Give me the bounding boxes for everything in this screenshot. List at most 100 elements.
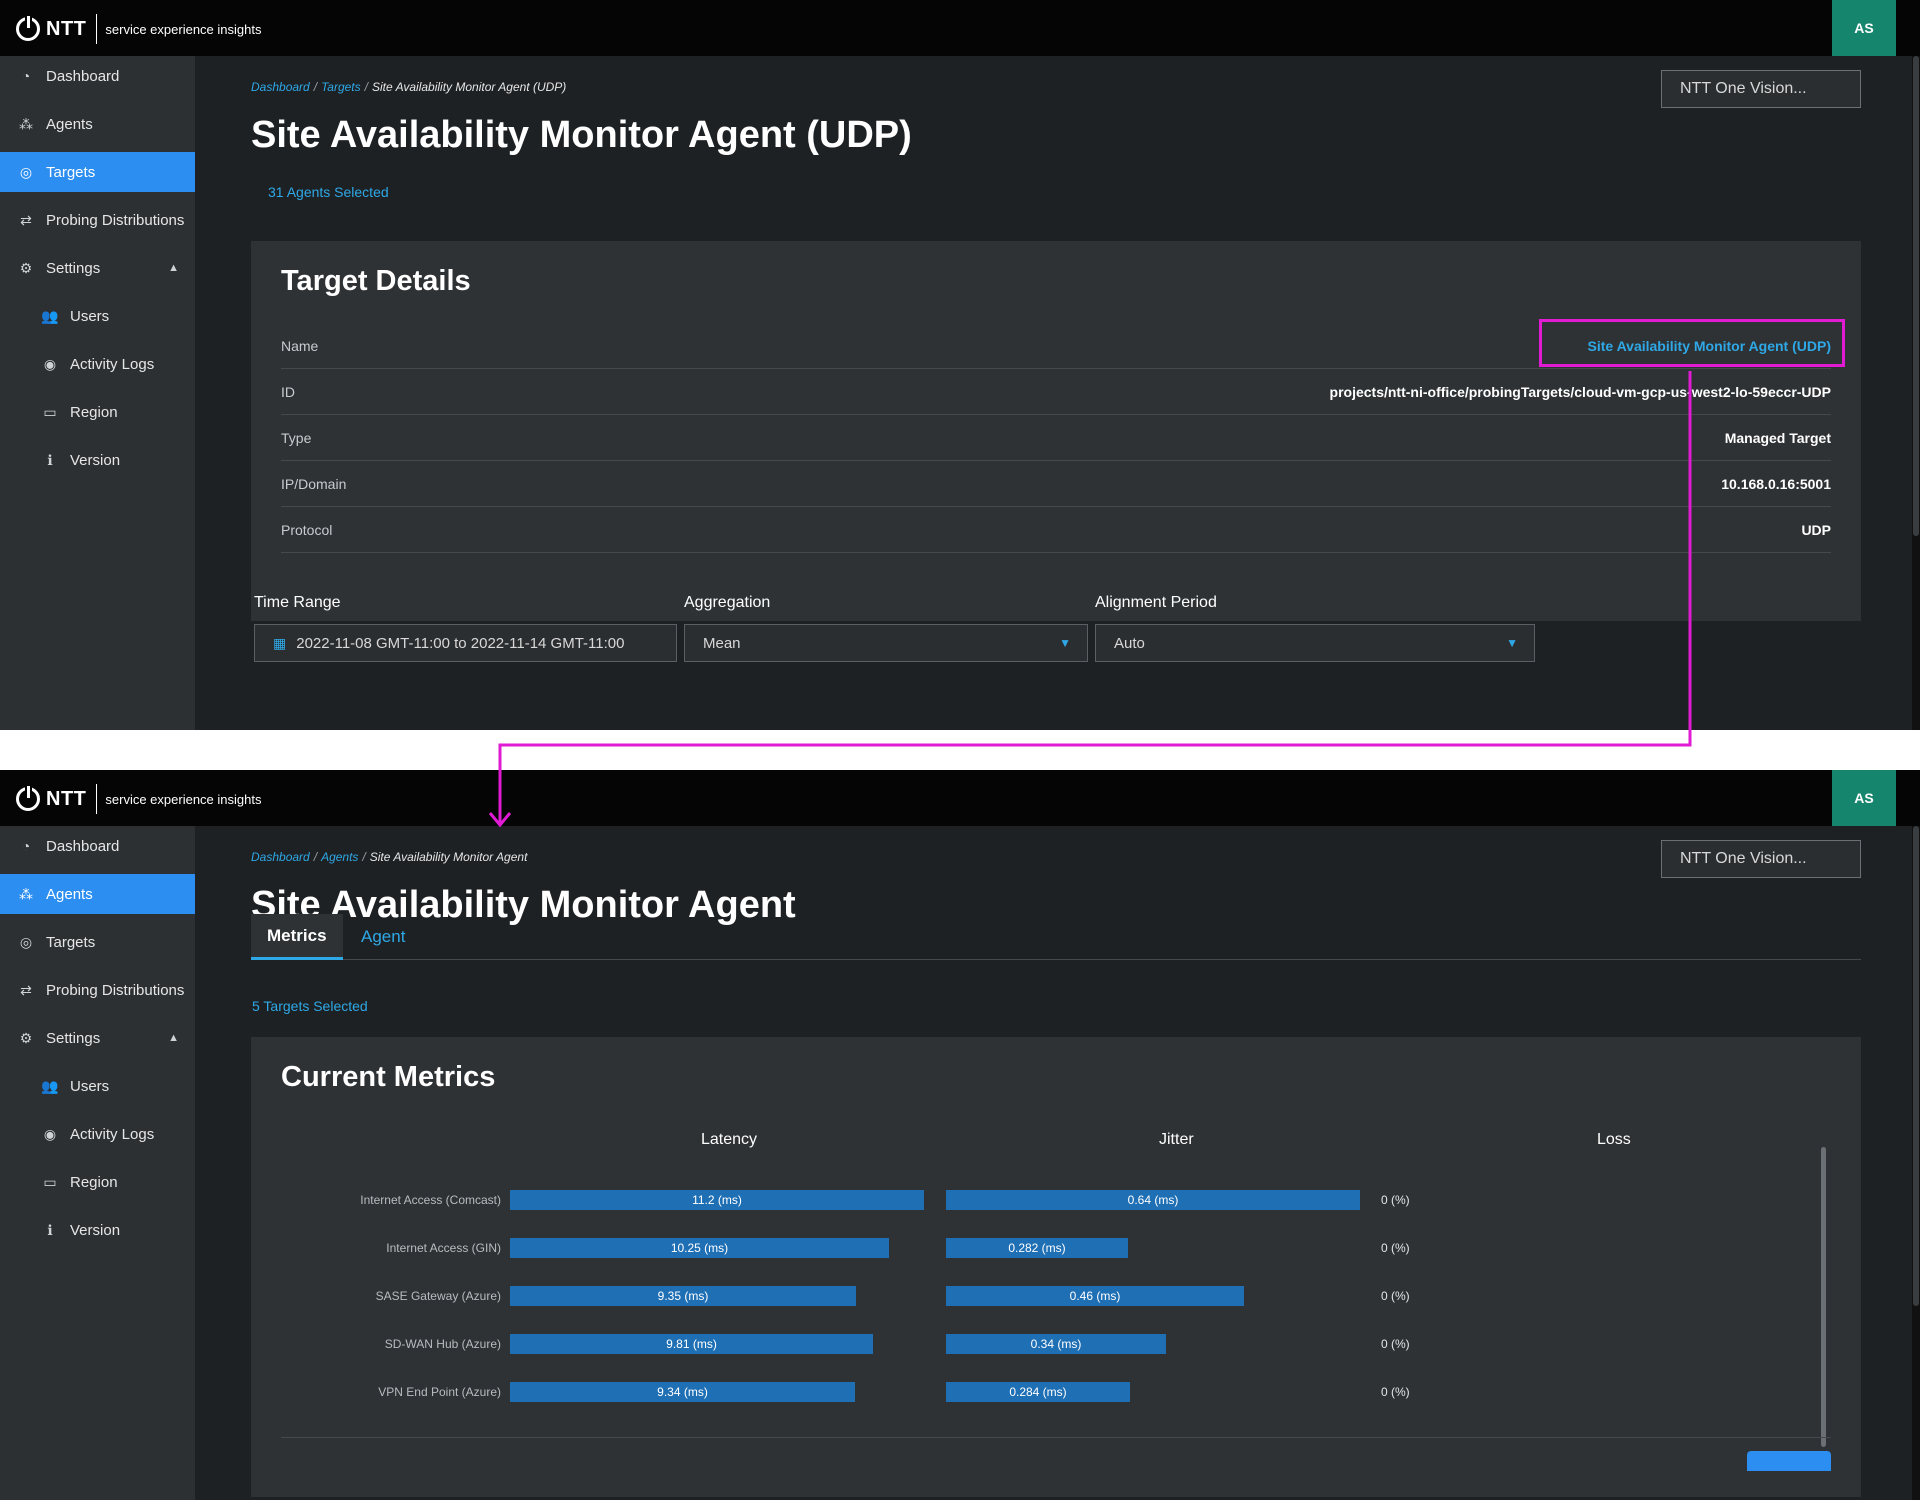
sidebar-item-targets[interactable]: ◎ Targets — [0, 152, 195, 192]
sidebar-item-label: Version — [70, 1221, 121, 1239]
target-icon: ◎ — [19, 163, 33, 180]
column-header-loss: Loss — [1597, 1131, 1631, 1148]
sidebar-item-label: Settings — [46, 259, 101, 277]
scrollbar-thumb[interactable] — [1913, 826, 1919, 1306]
latency-bar[interactable]: 9.81 (ms) — [510, 1334, 873, 1354]
jitter-bar[interactable]: 0.282 (ms) — [946, 1238, 1128, 1258]
sidebar-item-users[interactable]: 👥 Users — [0, 1066, 195, 1106]
breadcrumb-separator: / — [313, 850, 318, 864]
breadcrumb-separator: / — [313, 80, 318, 94]
detail-key: Name — [281, 338, 319, 354]
page-scrollbar[interactable] — [1912, 826, 1920, 1500]
user-avatar[interactable]: AS — [1832, 0, 1896, 56]
sidebar-item-label: Dashboard — [46, 837, 120, 855]
jitter-bar[interactable]: 0.284 (ms) — [946, 1382, 1130, 1402]
highlight-box — [1539, 319, 1845, 367]
metrics-scrollbar[interactable] — [1821, 1147, 1826, 1447]
gauge-icon: ◔ — [21, 68, 31, 84]
logo-divider — [96, 14, 98, 44]
column-header-latency: Latency — [701, 1131, 758, 1148]
sidebar-item-label: Targets — [46, 163, 96, 181]
chevron-down-icon: ▼ — [1059, 636, 1071, 650]
info-icon: ℹ — [47, 451, 53, 468]
time-range-picker[interactable]: ▦ 2022-11-08 GMT-11:00 to 2022-11-14 GMT-… — [254, 624, 677, 662]
update-button[interactable] — [1747, 1451, 1831, 1471]
sidebar-item-activity-logs[interactable]: ◉ Activity Logs — [0, 344, 195, 384]
sidebar-item-agents[interactable]: ⁂ Agents — [0, 104, 195, 144]
gear-icon: ⚙ — [19, 1029, 33, 1046]
sidebar-item-version[interactable]: ℹ Version — [0, 440, 195, 480]
aggregation-select[interactable]: Mean ▼ — [684, 624, 1088, 662]
agents-selected-link[interactable]: 31 Agents Selected — [268, 184, 389, 200]
logo-divider — [96, 784, 98, 814]
sidebar-item-label: Activity Logs — [70, 1125, 155, 1143]
sidebar-item-label: Dashboard — [46, 67, 120, 85]
sidebar-item-label: Activity Logs — [70, 355, 155, 373]
brand-subtitle: service experience insights — [105, 791, 262, 807]
sidebar-item-dashboard[interactable]: ◔ Dashboard — [0, 826, 195, 866]
sidebar-item-targets[interactable]: ◎ Targets — [0, 922, 195, 962]
breadcrumb-agents[interactable]: Agents — [321, 850, 359, 864]
eye-icon: ◉ — [43, 1125, 57, 1142]
detail-key: Protocol — [281, 522, 333, 538]
sidebar-item-label: Users — [70, 1077, 110, 1095]
tab-bar: Metrics Agent — [251, 914, 1861, 960]
alignment-period-select[interactable]: Auto ▼ — [1095, 624, 1535, 662]
search-input[interactable]: NTT One Vision... — [1661, 840, 1861, 878]
time-range-value: 2022-11-08 GMT-11:00 to 2022-11-14 GMT-1… — [296, 634, 625, 652]
brand-subtitle: service experience insights — [105, 21, 262, 37]
detail-row-name: Name Site Availability Monitor Agent (UDP… — [281, 323, 1831, 369]
target-name-link[interactable]: Site Availability Monitor Agent (UDP) — [1587, 338, 1831, 354]
detail-value: Managed Target — [1724, 430, 1831, 446]
page-scrollbar[interactable] — [1912, 56, 1920, 730]
latency-bar[interactable]: 9.34 (ms) — [510, 1382, 855, 1402]
sidebar-item-version[interactable]: ℹ Version — [0, 1210, 195, 1250]
breadcrumb-targets[interactable]: Targets — [321, 80, 361, 94]
ntt-logo[interactable]: NTT service experience insights — [16, 784, 261, 814]
latency-bar[interactable]: 9.35 (ms) — [510, 1286, 856, 1306]
sidebar-item-activity-logs[interactable]: ◉ Activity Logs — [0, 1114, 195, 1154]
breadcrumb-separator: / — [362, 850, 366, 864]
targets-selected-link[interactable]: 5 Targets Selected — [252, 998, 368, 1014]
detail-row-id: ID projects/ntt-ni-office/probingTargets/… — [281, 369, 1831, 415]
id-card-icon: ▭ — [43, 403, 57, 420]
user-avatar[interactable]: AS — [1832, 770, 1896, 826]
sidebar-item-label: Region — [70, 403, 118, 421]
breadcrumb-dashboard[interactable]: Dashboard — [251, 80, 310, 94]
search-input[interactable]: NTT One Vision... — [1661, 70, 1861, 108]
jitter-bar[interactable]: 0.46 (ms) — [946, 1286, 1244, 1306]
users-icon: 👥 — [41, 1077, 59, 1094]
sidebar-item-dashboard[interactable]: ◔ Dashboard — [0, 56, 195, 96]
chevron-down-icon: ▼ — [1506, 636, 1518, 650]
power-logo-icon — [16, 786, 40, 811]
time-range-label: Time Range — [254, 594, 341, 611]
sidebar-item-label: Probing Distributions — [46, 981, 185, 999]
sidebar-item-probing-distributions[interactable]: ⇄ Probing Distributions — [0, 200, 195, 240]
sidebar-item-label: Region — [70, 1173, 118, 1191]
sidebar-item-agents[interactable]: ⁂ Agents — [0, 874, 195, 914]
breadcrumb-dashboard[interactable]: Dashboard — [251, 850, 310, 864]
jitter-bar[interactable]: 0.34 (ms) — [946, 1334, 1166, 1354]
latency-bar[interactable]: 10.25 (ms) — [510, 1238, 889, 1258]
jitter-bar[interactable]: 0.64 (ms) — [946, 1190, 1360, 1210]
brand-name: NTT — [46, 17, 87, 40]
sidebar-item-region[interactable]: ▭ Region — [0, 1162, 195, 1202]
sidebar-item-probing-distributions[interactable]: ⇄ Probing Distributions — [0, 970, 195, 1010]
sidebar-item-label: Agents — [46, 115, 93, 133]
sidebar-item-region[interactable]: ▭ Region — [0, 392, 195, 432]
sidebar-item-label: Targets — [46, 933, 96, 951]
sidebar-item-settings[interactable]: ⚙ Settings ▲ — [0, 1018, 195, 1058]
sidebar-item-label: Agents — [46, 885, 93, 903]
ntt-logo[interactable]: NTT service experience insights — [16, 14, 261, 44]
metric-row-label: VPN End Point (Azure) — [378, 1385, 501, 1399]
tab-metrics[interactable]: Metrics — [251, 914, 343, 960]
target-details-screen: NTT service experience insights AS ◔ Dash… — [0, 0, 1920, 730]
alignment-period-label: Alignment Period — [1095, 594, 1217, 611]
sidebar-item-users[interactable]: 👥 Users — [0, 296, 195, 336]
tab-agent[interactable]: Agent — [361, 927, 406, 946]
latency-bar[interactable]: 11.2 (ms) — [510, 1190, 924, 1210]
sidebar-item-settings[interactable]: ⚙ Settings ▲ — [0, 248, 195, 288]
metric-row-label: SASE Gateway (Azure) — [375, 1289, 501, 1303]
scrollbar-thumb[interactable] — [1913, 56, 1919, 536]
loss-value: 0 (%) — [1381, 1241, 1410, 1255]
